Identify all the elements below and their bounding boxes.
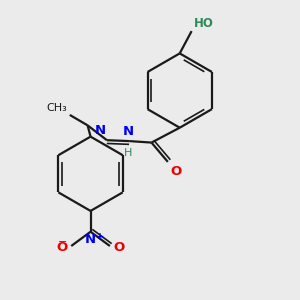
Text: HO: HO [194,16,214,30]
Text: O: O [113,241,125,254]
Text: N: N [85,233,96,246]
Text: N: N [123,124,134,137]
Text: O: O [56,241,68,254]
Text: CH₃: CH₃ [46,103,68,112]
Text: N: N [94,124,105,136]
Text: H: H [124,148,133,158]
Text: +: + [96,232,104,242]
Text: O: O [171,165,182,178]
Text: −: − [58,237,67,248]
